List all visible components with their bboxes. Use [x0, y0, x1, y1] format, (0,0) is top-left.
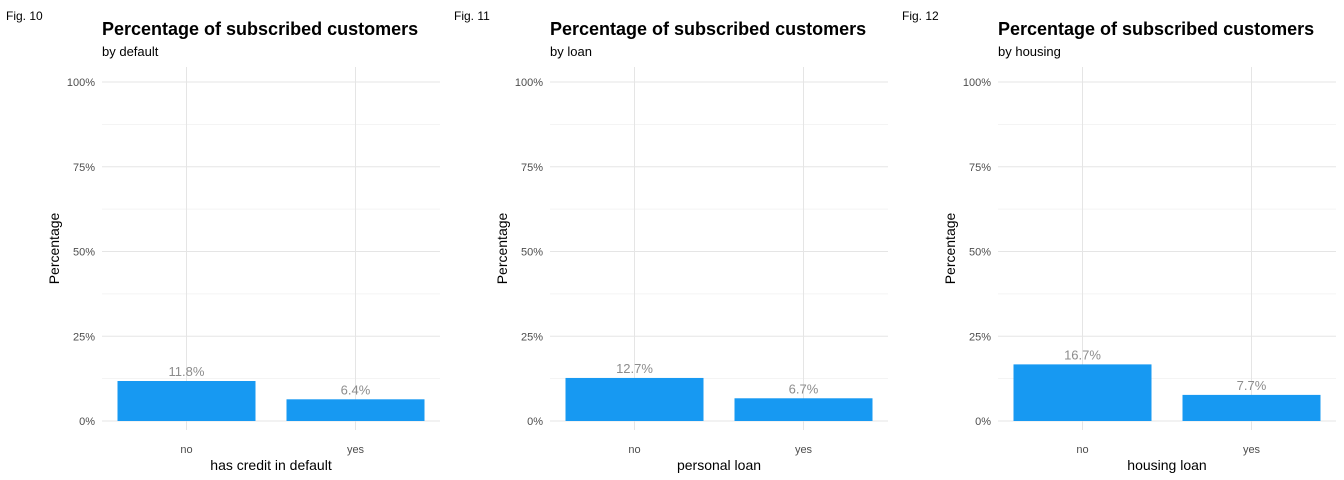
x-tick-label: yes: [795, 444, 813, 456]
y-tick-label: 100%: [67, 77, 95, 89]
bar-yes: [734, 398, 873, 421]
figure-label: Fig. 11: [454, 9, 490, 23]
y-tick-label: 100%: [515, 77, 543, 89]
bar-no: [117, 380, 256, 421]
y-tick-label: 50%: [73, 247, 95, 259]
figure-label: Fig. 12: [902, 9, 939, 23]
chart-title: Percentage of subscribed customers: [998, 19, 1314, 39]
x-tick-label: no: [1076, 444, 1088, 456]
chart-subtitle: by default: [102, 44, 159, 59]
bar-no: [1013, 364, 1152, 421]
y-tick-label: 0%: [975, 416, 991, 428]
bar-value-label: 12.7%: [616, 361, 653, 376]
bar-yes: [1182, 394, 1321, 421]
y-tick-label: 25%: [73, 331, 95, 343]
chart-subtitle: by housing: [998, 44, 1061, 59]
bar-value-label: 6.7%: [789, 381, 819, 396]
x-axis-title: personal loan: [677, 457, 761, 473]
y-tick-label: 100%: [963, 77, 991, 89]
y-tick-label: 25%: [969, 331, 991, 343]
y-tick-label: 75%: [73, 162, 95, 174]
x-tick-label: no: [180, 444, 192, 456]
bar-no: [565, 377, 704, 421]
x-tick-label: yes: [347, 444, 365, 456]
x-axis-title: housing loan: [1127, 457, 1206, 473]
figure-label: Fig. 10: [6, 9, 43, 23]
chart-panel-2: 12.7% 6.7% 0% 25% 50% 75% 100% no yes personal lo…: [454, 9, 888, 473]
gridlines: [550, 67, 888, 430]
x-tick-label: yes: [1243, 444, 1261, 456]
chart-panel-3: 16.7% 7.7% 0% 25% 50% 75% 100% no yes housing loa…: [902, 9, 1336, 473]
x-axis-title: has credit in default: [210, 457, 332, 473]
bar-value-label: 7.7%: [1237, 378, 1267, 393]
chart-panel-1: 11.8% 6.4% 0% 25% 50% 75% 100% no yes has credit …: [6, 9, 440, 473]
bar-value-label: 16.7%: [1064, 347, 1101, 362]
y-axis-title: Percentage: [942, 212, 958, 284]
gridlines: [102, 67, 440, 430]
chart-title: Percentage of subscribed customers: [550, 19, 866, 39]
y-axis-title: Percentage: [494, 212, 510, 284]
y-tick-label: 0%: [79, 416, 95, 428]
bar-value-label: 11.8%: [169, 364, 205, 379]
y-tick-label: 25%: [521, 331, 543, 343]
bar-value-label: 6.4%: [341, 382, 371, 397]
y-tick-label: 75%: [969, 162, 991, 174]
y-axis-title: Percentage: [46, 212, 62, 284]
bar-yes: [286, 399, 425, 421]
chart-title: Percentage of subscribed customers: [102, 19, 418, 39]
x-tick-label: no: [628, 444, 640, 456]
y-tick-label: 50%: [521, 247, 543, 259]
y-tick-label: 50%: [969, 247, 991, 259]
y-tick-label: 0%: [527, 416, 543, 428]
y-tick-label: 75%: [521, 162, 543, 174]
chart-subtitle: by loan: [550, 44, 592, 59]
